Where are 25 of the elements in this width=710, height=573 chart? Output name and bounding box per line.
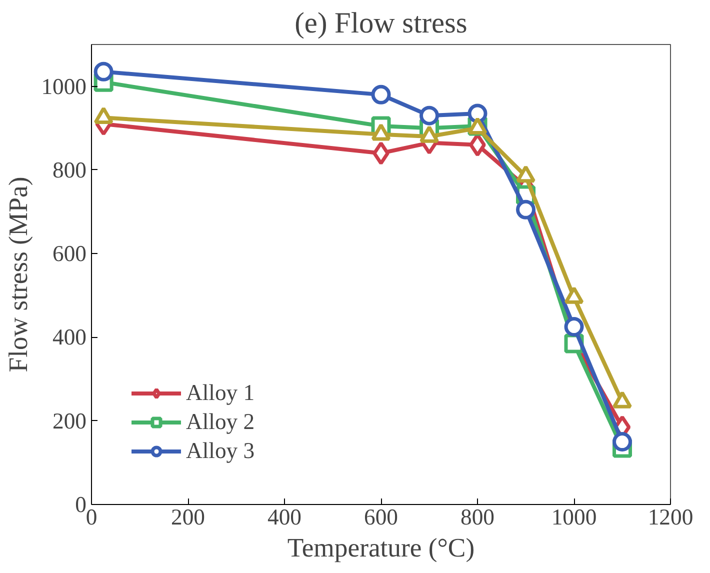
legend-label: Alloy 2 [186,409,255,435]
x-tick-label: 1000 [551,504,597,530]
x-tick-label: 1200 [648,504,694,530]
legend-label: Alloy 3 [186,438,255,464]
y-tick-label: 200 [52,408,86,434]
point [420,106,439,126]
point [372,141,390,165]
point [564,317,584,337]
point [94,62,114,82]
x-tick-label: 400 [268,504,302,530]
y-tick-label: 1000 [41,74,86,99]
x-tick-label: 800 [460,504,494,530]
y-tick-label: 600 [52,241,86,266]
x-tick-label: 200 [171,504,205,530]
y-tick-label: 400 [52,324,86,350]
legend-label: Alloy 1 [186,380,255,406]
y-axis-title: Flow stress (MPa) [3,176,34,372]
point [612,432,632,452]
y-tick-label: 800 [52,157,86,182]
point [468,104,488,124]
x-axis-title: Temperature (°C) [287,532,475,562]
chart-title: (e) Flow stress [294,8,468,40]
point [371,84,391,104]
point [516,200,536,220]
x-tick-label: 600 [364,504,398,530]
